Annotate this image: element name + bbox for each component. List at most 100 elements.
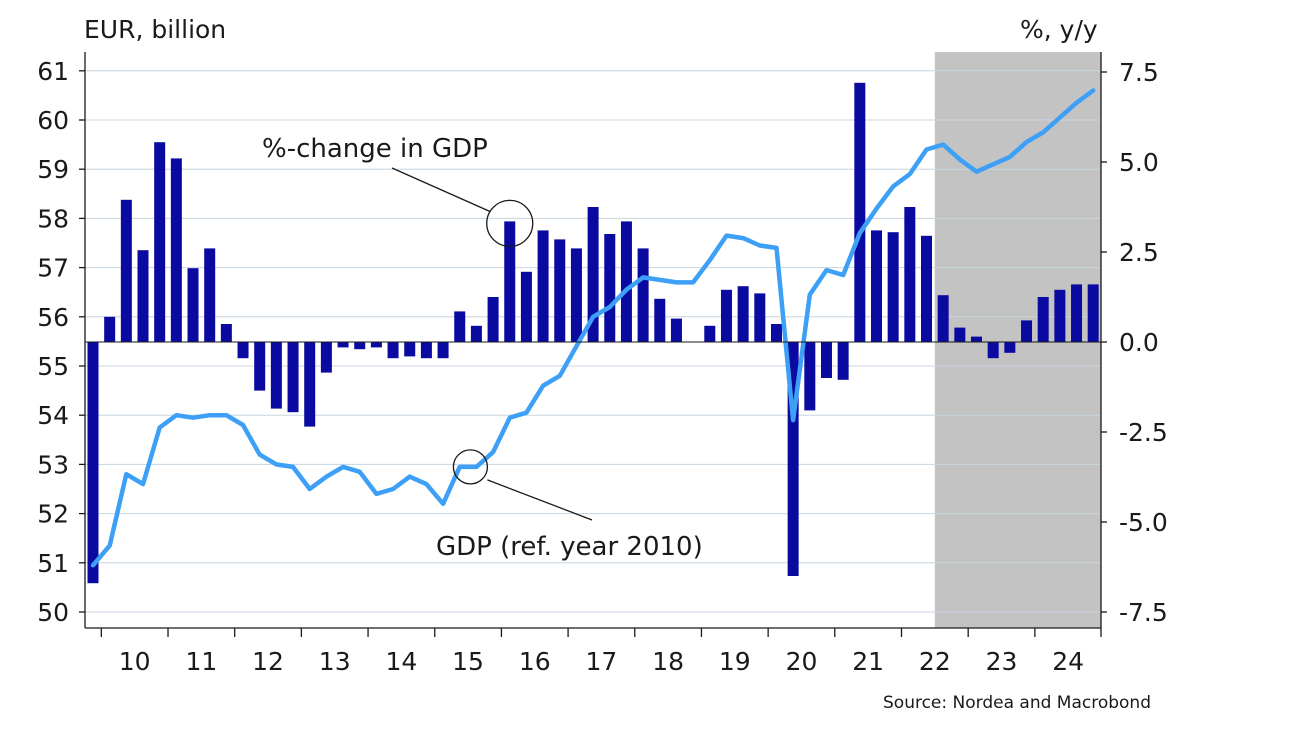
pct-change-bar <box>87 342 99 584</box>
pct-change-bar <box>454 311 466 342</box>
pct-change-bar <box>604 234 616 342</box>
annotation-label-line: GDP (ref. year 2010) <box>436 532 703 562</box>
right-tick-label: -7.5 <box>1119 598 1168 627</box>
left-tick-label: 53 <box>37 450 69 479</box>
annotation-circle-line <box>452 449 489 485</box>
gdp-line <box>90 88 1096 568</box>
pct-change-bar <box>1004 342 1016 353</box>
pct-change-bar <box>820 342 832 378</box>
pct-change-bar <box>921 235 932 342</box>
pct-change-bar <box>937 295 949 342</box>
gridlines <box>85 70 1101 613</box>
right-tick-label: 5.0 <box>1119 148 1159 177</box>
pct-change-bar <box>537 230 549 342</box>
pct-change-bar <box>354 342 366 350</box>
x-tick-label: 10 <box>119 647 151 676</box>
pct-change-bar <box>737 286 749 342</box>
left-axis-ticks: 50 51 52 53 54 55 56 57 58 59 60 61 <box>37 57 85 627</box>
x-tick-label: 24 <box>1052 647 1084 676</box>
x-tick-label: 23 <box>986 647 1018 676</box>
pct-change-bar <box>170 158 182 342</box>
left-tick-label: 54 <box>37 401 69 430</box>
x-axis-ticks: 10 11 12 13 14 15 16 17 18 19 20 21 22 23 24 <box>100 628 1102 676</box>
left-tick-label: 50 <box>37 598 69 627</box>
pct-change-bar <box>904 207 916 342</box>
pct-change-bar <box>104 316 116 342</box>
pct-change-bar <box>587 207 599 342</box>
pct-change-bar <box>637 248 649 342</box>
pct-change-bar <box>971 336 983 342</box>
pct-change-bar <box>470 325 482 342</box>
pct-change-bar <box>787 342 799 576</box>
right-tick-label: 0.0 <box>1119 328 1159 357</box>
pct-change-bar <box>437 342 449 359</box>
right-tick-label: -5.0 <box>1119 508 1168 537</box>
pct-change-bar <box>370 342 382 348</box>
pct-change-bar <box>337 342 349 348</box>
pct-change-bar <box>520 271 532 342</box>
annotation-leader-line <box>487 479 593 521</box>
pct-change-bar <box>220 324 232 342</box>
x-tick-label: 12 <box>252 647 284 676</box>
pct-change-bar <box>504 221 516 342</box>
pct-change-bar <box>570 248 582 342</box>
annotation-leader-bars <box>391 167 491 212</box>
pct-change-bar <box>204 248 216 342</box>
x-tick-label: 16 <box>519 647 551 676</box>
left-tick-label: 55 <box>37 352 69 381</box>
x-tick-label: 19 <box>719 647 751 676</box>
left-tick-label: 58 <box>37 204 69 233</box>
left-axis-unit: EUR, billion <box>84 15 227 44</box>
pct-change-bar <box>620 221 632 342</box>
pct-change-bar <box>254 342 266 391</box>
pct-change-bar <box>554 239 566 342</box>
pct-change-bar <box>1071 284 1083 342</box>
left-tick-label: 51 <box>37 549 69 578</box>
pct-change-bar <box>754 293 766 342</box>
pct-change-bar <box>1021 320 1033 342</box>
pct-change-bar <box>987 342 999 359</box>
pct-change-bar <box>1037 297 1049 342</box>
x-tick-label: 11 <box>185 647 217 676</box>
pct-change-bar <box>287 342 299 413</box>
pct-change-bar <box>137 250 149 342</box>
axes <box>84 52 1102 629</box>
left-tick-label: 56 <box>37 303 69 332</box>
pct-change-bar <box>304 342 316 427</box>
pct-change-bar <box>804 342 816 411</box>
x-tick-label: 21 <box>852 647 884 676</box>
pct-change-bar <box>154 142 166 342</box>
x-tick-label: 13 <box>319 647 351 676</box>
x-tick-label: 20 <box>786 647 818 676</box>
pct-change-bar <box>237 342 249 359</box>
x-tick-label: 14 <box>385 647 417 676</box>
left-tick-label: 61 <box>37 57 69 86</box>
right-axis-ticks: -7.5 -5.0 -2.5 0.0 2.5 5.0 7.5 <box>1101 58 1168 627</box>
x-tick-label: 17 <box>586 647 618 676</box>
pct-change-bar <box>420 342 432 359</box>
pct-change-bar <box>870 230 882 342</box>
pct-change-bar <box>120 199 132 342</box>
left-tick-label: 59 <box>37 155 69 184</box>
pct-change-bar <box>487 297 499 342</box>
pct-change-bars <box>87 82 1099 584</box>
x-tick-label: 18 <box>652 647 684 676</box>
right-tick-label: 2.5 <box>1119 238 1159 267</box>
pct-change-bar <box>187 268 199 342</box>
pct-change-bar <box>704 325 716 342</box>
left-tick-label: 52 <box>37 500 69 529</box>
pct-change-bar <box>654 298 666 342</box>
x-tick-label: 15 <box>452 647 484 676</box>
pct-change-bar <box>837 342 849 380</box>
pct-change-bar <box>720 289 732 342</box>
pct-change-bar <box>770 324 782 342</box>
left-tick-label: 60 <box>37 106 69 135</box>
right-axis-unit: %, y/y <box>1020 15 1098 44</box>
pct-change-bar <box>954 327 966 342</box>
right-tick-label: 7.5 <box>1119 58 1159 87</box>
x-tick-label: 22 <box>919 647 951 676</box>
source-note: Source: Nordea and Macrobond <box>883 693 1151 713</box>
pct-change-bar <box>670 318 682 342</box>
annotation-label-bars: %-change in GDP <box>262 134 488 164</box>
